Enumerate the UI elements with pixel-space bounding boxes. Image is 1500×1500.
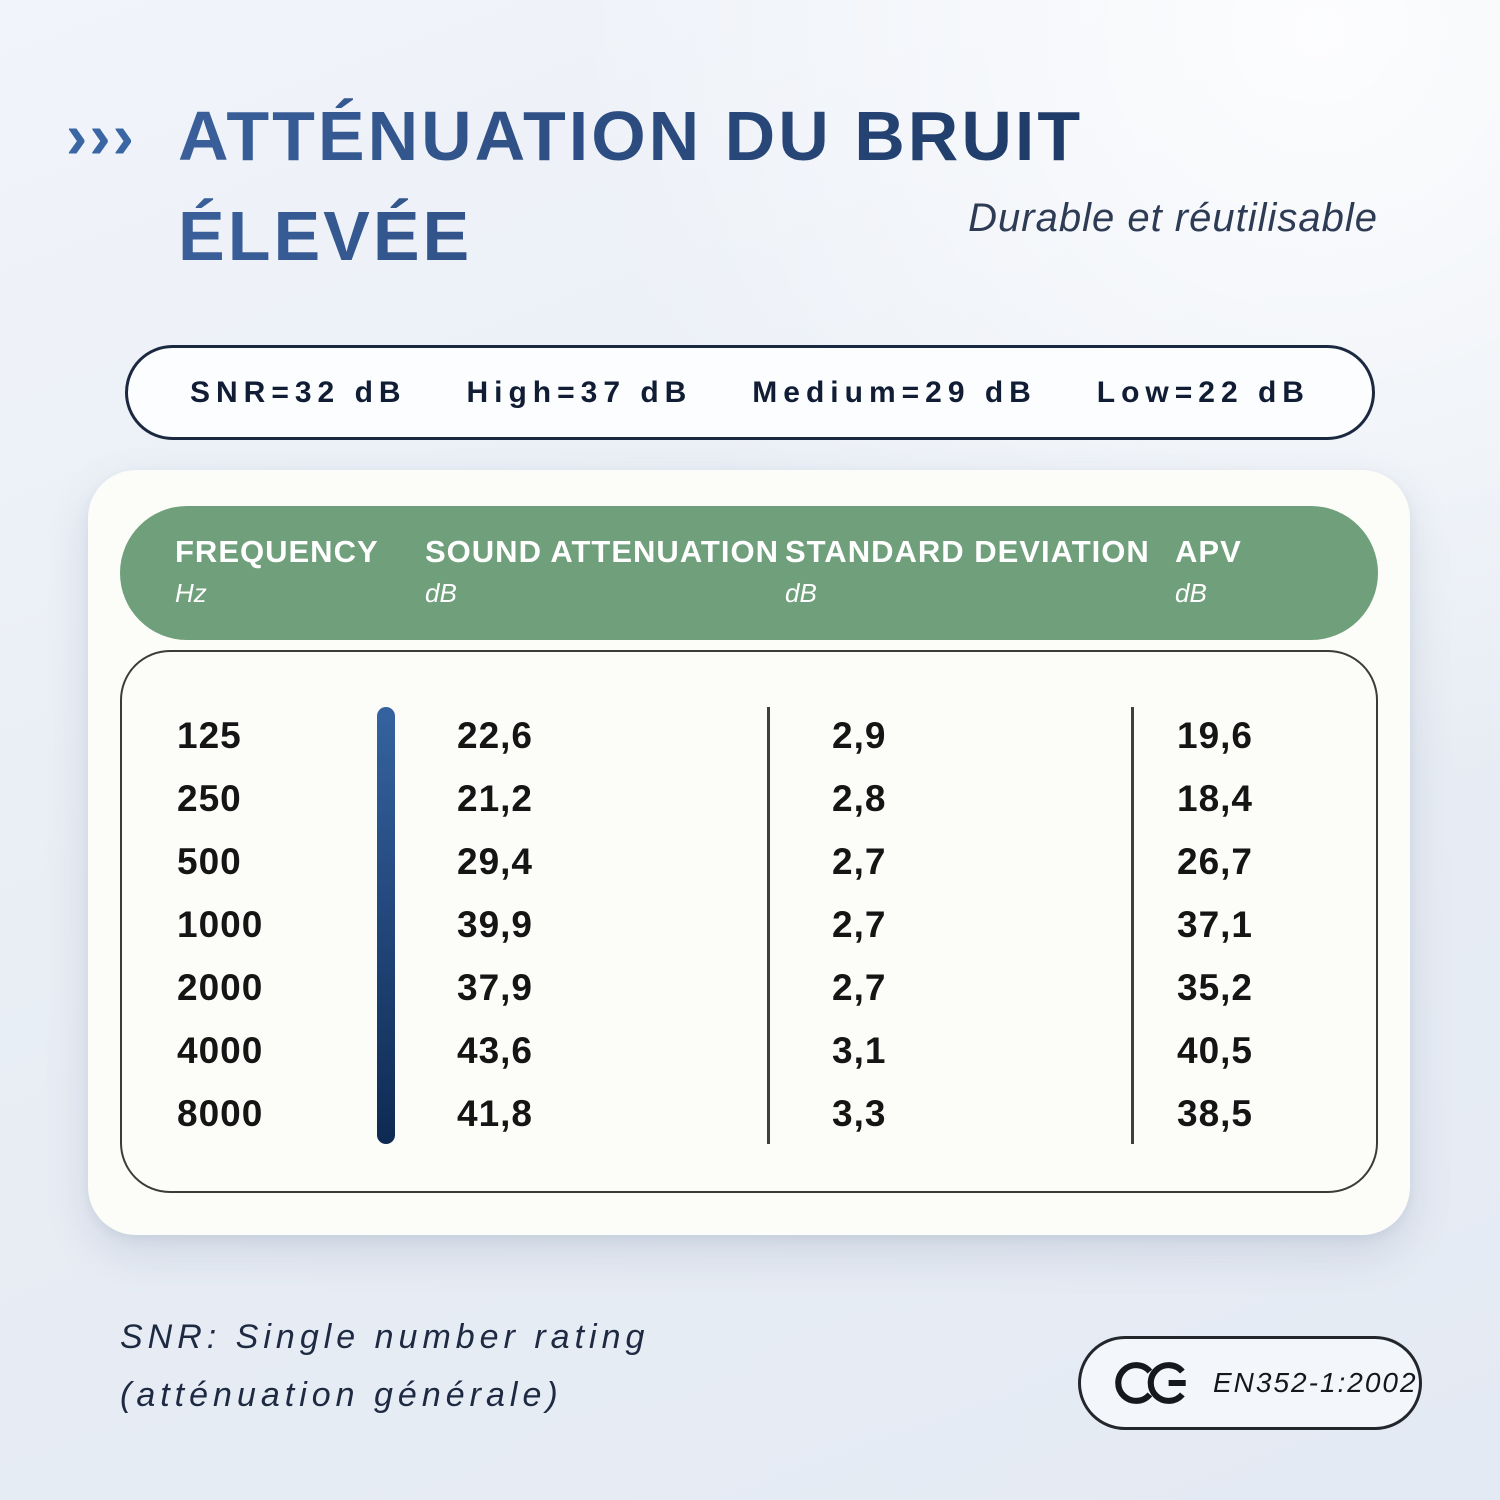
attenuation-card: FREQUENCY Hz SOUND ATTENUATION dB STANDA… (88, 470, 1410, 1235)
freq-value: 8000 (177, 1092, 264, 1134)
column-header-standard-deviation: STANDARD DEVIATION dB (785, 534, 1150, 609)
deviation-value: 2,7 (832, 840, 887, 882)
page-title: ATTÉNUATION DU BRUIT ÉLEVÉE (178, 86, 1083, 286)
attenuation-value: 37,9 (457, 966, 534, 1008)
freq-value: 250 (177, 777, 242, 819)
deviation-value: 2,9 (832, 714, 887, 756)
ce-mark-icon (1115, 1362, 1186, 1404)
divider-bar (377, 707, 395, 1144)
subtitle: Durable et réutilisable (968, 196, 1378, 240)
table-row: 8000 41,8 3,3 38,5 (122, 1082, 1376, 1145)
column-divider (1131, 707, 1134, 1144)
deviation-value: 2,8 (832, 777, 887, 819)
snr-note-line-2: (atténuation générale) (120, 1376, 563, 1414)
rating-snr: SNR=32 dB (190, 375, 407, 409)
table-row: 500 29,4 2,7 26,7 (122, 830, 1376, 893)
title-line-1: ATTÉNUATION DU BRUIT (178, 86, 1083, 186)
deviation-value: 3,3 (832, 1092, 887, 1134)
deviation-value: 2,7 (832, 903, 887, 945)
table-row: 250 21,2 2,8 18,4 (122, 767, 1376, 830)
column-unit: dB (425, 578, 457, 608)
certification-standard: EN352-1:2002 (1213, 1367, 1418, 1398)
table-row: 1000 39,9 2,7 37,1 (122, 893, 1376, 956)
apv-value: 19,6 (1177, 714, 1254, 756)
column-label: STANDARD DEVIATION (785, 534, 1150, 569)
attenuation-value: 39,9 (457, 903, 534, 945)
table-header: FREQUENCY Hz SOUND ATTENUATION dB STANDA… (120, 506, 1378, 640)
snr-note-line-1: SNR: Single number rating (120, 1318, 650, 1356)
column-unit: dB (785, 578, 817, 608)
attenuation-value: 43,6 (457, 1029, 534, 1071)
column-label: FREQUENCY (175, 534, 379, 569)
snr-note: SNR: Single number rating (atténuation g… (120, 1308, 649, 1424)
rating-high: High=37 dB (466, 375, 693, 409)
column-unit: dB (1175, 578, 1207, 608)
attenuation-value: 29,4 (457, 840, 534, 882)
attenuation-value: 21,2 (457, 777, 534, 819)
apv-value: 18,4 (1177, 777, 1254, 819)
chevrons-icon: ››› (66, 100, 136, 172)
freq-value: 4000 (177, 1029, 264, 1071)
rating-low: Low=22 dB (1096, 375, 1310, 409)
table-rows: 125 22,6 2,9 19,6 250 21,2 2,8 18,4 500 … (122, 704, 1376, 1145)
column-header-frequency: FREQUENCY Hz (175, 534, 379, 609)
table-row: 4000 43,6 3,1 40,5 (122, 1019, 1376, 1082)
apv-value: 26,7 (1177, 840, 1254, 882)
column-divider (767, 707, 770, 1144)
column-header-apv: APV dB (1175, 534, 1242, 609)
freq-value: 1000 (177, 903, 264, 945)
column-label: SOUND ATTENUATION (425, 534, 779, 569)
freq-value: 500 (177, 840, 242, 882)
deviation-value: 2,7 (832, 966, 887, 1008)
column-header-sound-attenuation: SOUND ATTENUATION dB (425, 534, 779, 609)
freq-value: 125 (177, 714, 242, 756)
certification-badge: EN352-1:2002 (1078, 1336, 1422, 1430)
apv-value: 40,5 (1177, 1029, 1254, 1071)
ratings-summary: SNR=32 dB High=37 dB Medium=29 dB Low=22… (125, 345, 1375, 440)
table-row: 125 22,6 2,9 19,6 (122, 704, 1376, 767)
attenuation-table: 125 22,6 2,9 19,6 250 21,2 2,8 18,4 500 … (120, 650, 1378, 1193)
apv-value: 37,1 (1177, 903, 1254, 945)
rating-medium: Medium=29 dB (752, 375, 1037, 409)
attenuation-value: 22,6 (457, 714, 534, 756)
apv-value: 38,5 (1177, 1092, 1254, 1134)
apv-value: 35,2 (1177, 966, 1254, 1008)
table-row: 2000 37,9 2,7 35,2 (122, 956, 1376, 1019)
freq-value: 2000 (177, 966, 264, 1008)
column-unit: Hz (175, 578, 207, 608)
title-line-2: ÉLEVÉE (178, 186, 1083, 286)
attenuation-value: 41,8 (457, 1092, 534, 1134)
column-label: APV (1175, 534, 1242, 569)
deviation-value: 3,1 (832, 1029, 887, 1071)
